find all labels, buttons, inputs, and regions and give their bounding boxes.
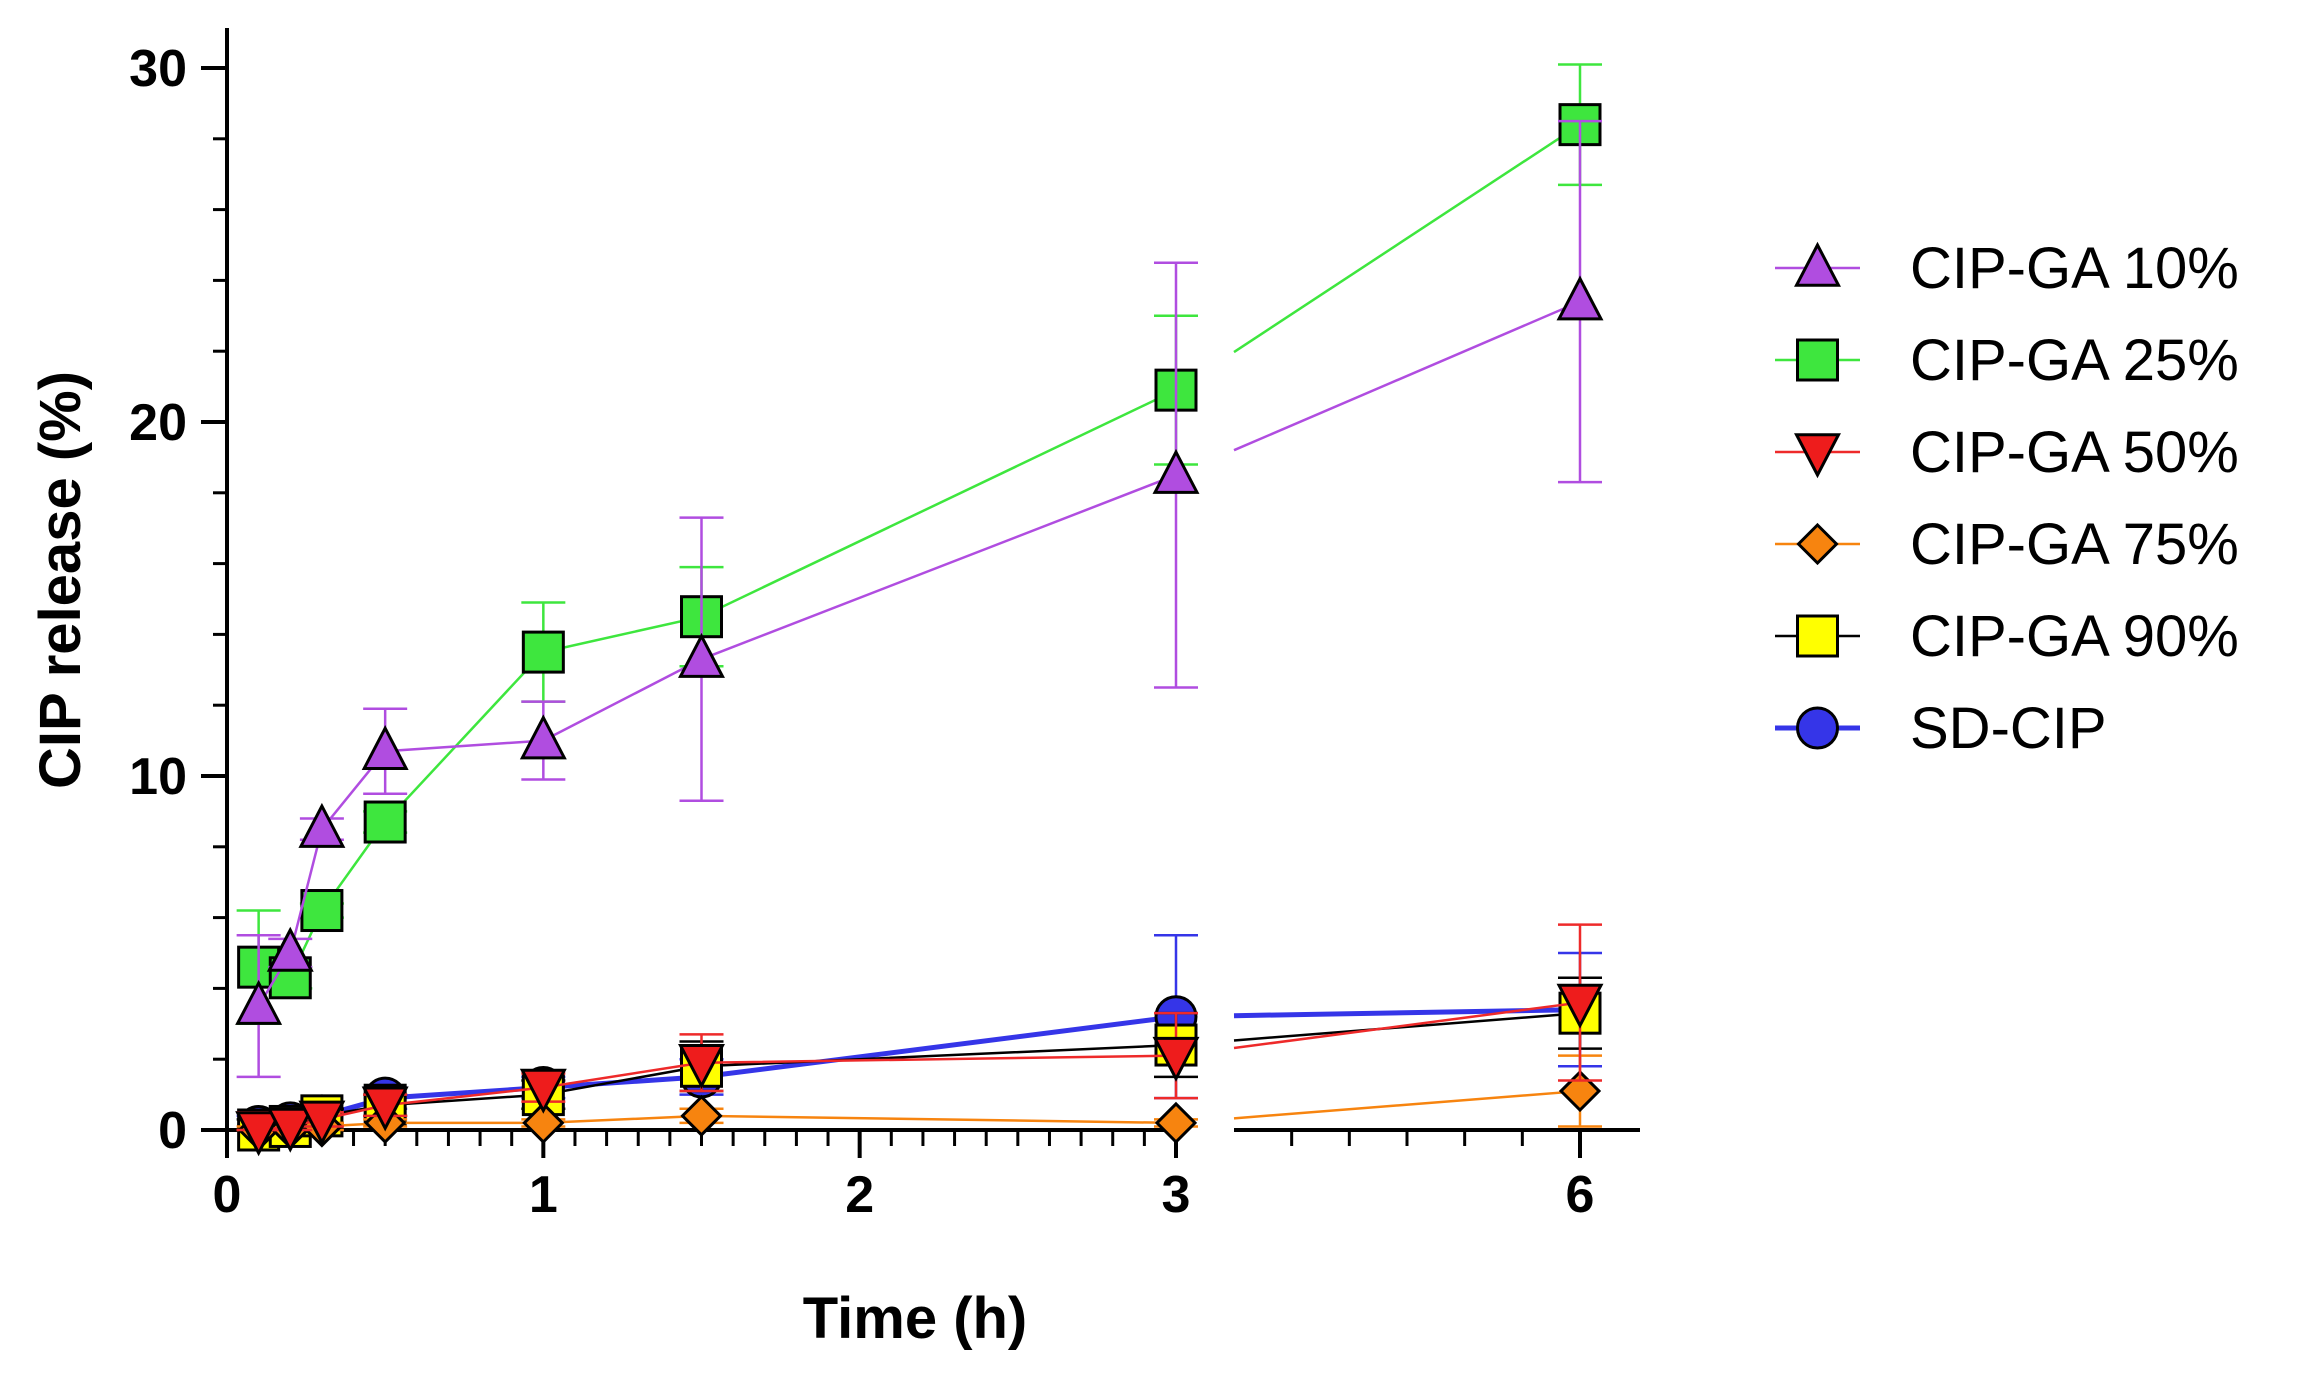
data-point xyxy=(1556,983,1604,1029)
legend-marker xyxy=(1794,433,1841,479)
legend-item: CIP-GA 90% xyxy=(1775,604,2239,669)
data-point xyxy=(361,724,409,770)
data-point xyxy=(1152,448,1200,494)
series-line-after-break xyxy=(1233,123,1581,354)
legend-item: SD-CIP xyxy=(1775,696,2107,761)
data-point xyxy=(1556,275,1604,321)
series-line xyxy=(258,389,1177,980)
legend-label: SD-CIP xyxy=(1910,696,2107,761)
data-point xyxy=(361,1086,409,1132)
y-tick-label: 0 xyxy=(158,1102,187,1160)
legend-marker xyxy=(1796,338,1839,382)
axes: 0 10 20 30 0 1 2 3 6 xyxy=(129,28,1640,1224)
legend-label: CIP-GA 25% xyxy=(1910,328,2239,393)
y-tick-label: 20 xyxy=(129,394,187,452)
data-point xyxy=(519,714,567,760)
series-line-after-break xyxy=(1233,1001,1581,1050)
data-point xyxy=(300,889,344,933)
x-tick-label: 1 xyxy=(529,1166,558,1224)
x-tick-label: 3 xyxy=(1162,1166,1191,1224)
legend-label: CIP-GA 10% xyxy=(1910,236,2239,301)
data-point xyxy=(521,630,565,674)
legend-item: CIP-GA 10% xyxy=(1775,236,2239,301)
x-tick-label: 6 xyxy=(1566,1166,1595,1224)
data-point xyxy=(266,926,314,972)
legend-item: CIP-GA 25% xyxy=(1775,328,2239,393)
series-layer xyxy=(235,63,1604,1157)
series-line-after-break xyxy=(1233,1011,1581,1042)
data-point xyxy=(298,1100,346,1146)
series-cip-ga-10- xyxy=(235,119,1604,1079)
series-line-after-break xyxy=(1233,1089,1581,1120)
data-point xyxy=(680,1094,723,1137)
legend-marker xyxy=(1796,614,1839,658)
data-point xyxy=(519,1068,567,1114)
series-line-after-break xyxy=(1233,300,1581,452)
y-axis-title: CIP release (%) xyxy=(28,371,93,789)
y-tick-label: 30 xyxy=(129,40,187,98)
series-sd-cip xyxy=(236,934,1602,1148)
y-tick-label: 10 xyxy=(129,748,187,806)
series-line xyxy=(257,473,1177,1007)
legend-marker xyxy=(1794,241,1841,287)
legend-label: CIP-GA 75% xyxy=(1910,512,2239,577)
legend-item: CIP-GA 75% xyxy=(1775,512,2239,577)
data-point xyxy=(266,1107,314,1153)
series-cip-ga-25- xyxy=(236,63,1602,1026)
data-point xyxy=(678,632,725,678)
data-point xyxy=(678,1043,725,1089)
legend-item: CIP-GA 50% xyxy=(1775,420,2239,485)
legend: CIP-GA 10% CIP-GA 25% CIP-GA 50% CIP-GA 75%… xyxy=(1775,236,2239,761)
data-point xyxy=(235,979,283,1025)
legend-marker xyxy=(1796,522,1839,566)
data-point xyxy=(522,1101,565,1145)
x-tick-label: 2 xyxy=(845,1166,874,1224)
legend-marker xyxy=(1796,706,1839,750)
series-cip-ga-50- xyxy=(235,923,1604,1157)
legend-label: CIP-GA 50% xyxy=(1910,420,2239,485)
x-tick-label: 0 xyxy=(213,1166,242,1224)
data-point xyxy=(1152,1036,1200,1082)
data-point xyxy=(235,1111,283,1157)
x-axis-title: Time (h) xyxy=(803,1286,1028,1351)
data-point xyxy=(298,802,346,848)
legend-label: CIP-GA 90% xyxy=(1910,604,2239,669)
data-point xyxy=(1154,1101,1198,1145)
data-point xyxy=(363,800,407,844)
